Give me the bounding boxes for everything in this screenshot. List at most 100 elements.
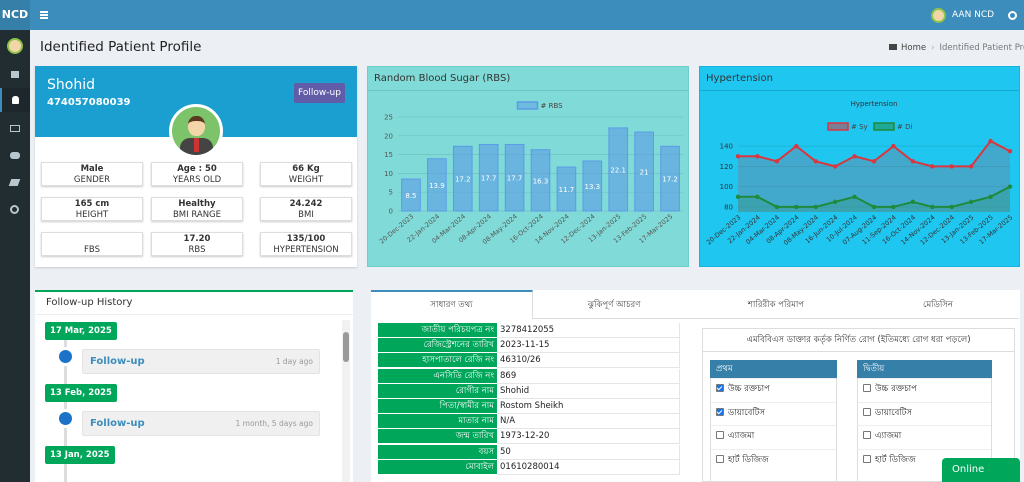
- legend-swatch: [873, 122, 895, 131]
- y-tick-label: 140: [720, 143, 733, 151]
- checkbox-label: হার্ট ডিজিজ: [875, 454, 916, 465]
- checkbox[interactable]: [716, 431, 724, 439]
- timeline-item: Follow-up 1 month, 5 days ago: [82, 411, 320, 436]
- page-title: Identified Patient Profile: [40, 39, 202, 55]
- data-point: [794, 143, 799, 149]
- stat-label: BMI: [298, 210, 314, 220]
- bar: [530, 149, 551, 212]
- menu-toggle[interactable]: [40, 11, 48, 19]
- bar: [427, 158, 447, 212]
- checkbox[interactable]: [863, 384, 871, 392]
- sidebar-icon[interactable]: [8, 179, 21, 186]
- bar: [478, 143, 499, 212]
- breadcrumb-link[interactable]: Home: [901, 43, 927, 53]
- y-tick-label: 5: [389, 189, 393, 197]
- stat-box: 165 cm HEIGHT: [41, 197, 143, 221]
- stat-label: YEARS OLD: [172, 175, 222, 185]
- sidebar-icon[interactable]: [10, 205, 19, 214]
- y-tick-label: 100: [720, 183, 733, 191]
- tab[interactable]: শারিরীক পরিমাপ: [695, 290, 857, 319]
- item-title[interactable]: Follow-up: [90, 418, 145, 429]
- stat-label: RBS: [188, 245, 206, 255]
- checkbox[interactable]: [863, 431, 871, 439]
- tab[interactable]: সাধারণ তথ্য: [371, 290, 533, 319]
- sidebar-icon[interactable]: [10, 152, 20, 159]
- checkbox-label: এ্যাজমা: [728, 431, 755, 441]
- item-row: [858, 448, 991, 450]
- follow-up-button[interactable]: Follow-up: [294, 83, 345, 103]
- y-tick-label: 15: [384, 151, 393, 159]
- profile-card: Shohid 474057080039 Follow-up Male GENDER…: [35, 66, 357, 267]
- info-label: জাতীয় পরিচয়পত্র নং: [378, 323, 497, 338]
- brand[interactable]: NCD: [0, 0, 30, 30]
- divider: [368, 90, 688, 91]
- data-point: [735, 154, 741, 159]
- checkbox[interactable]: [863, 407, 871, 416]
- settings-icon[interactable]: [1008, 11, 1017, 20]
- data-point: [774, 159, 780, 164]
- bar-value-label: 21: [640, 169, 649, 177]
- item-time: 1 month, 5 days ago: [235, 419, 313, 428]
- checkbox-label: এ্যাজমা: [875, 431, 902, 441]
- checkbox[interactable]: [716, 407, 724, 416]
- data-point: [910, 159, 916, 164]
- scrollbar[interactable]: [342, 320, 350, 482]
- legend-label: # Sy: [851, 123, 868, 131]
- sidebar-icon[interactable]: [10, 125, 20, 132]
- y-tick-label: 20: [384, 132, 393, 140]
- stat-box: 24.242 BMI: [260, 197, 352, 221]
- user-avatar[interactable]: [931, 8, 946, 23]
- data-point: [755, 154, 760, 159]
- info-value: 46310/26: [497, 353, 680, 369]
- tab[interactable]: মেডিসিন: [857, 290, 1019, 319]
- rbs-chart: # RBS051015202520-Dec-202322-Jan-202404-…: [378, 101, 683, 246]
- info-label: জন্ম তারিখ: [378, 429, 497, 445]
- item-row: [711, 378, 836, 379]
- data-point: [832, 199, 838, 205]
- y-tick-label: 120: [720, 163, 733, 171]
- checkbox[interactable]: [863, 454, 871, 463]
- data-point: [988, 138, 993, 144]
- y-tick-label: 0: [389, 208, 393, 216]
- data-point: [1007, 184, 1013, 189]
- item-row: [858, 378, 991, 379]
- tab[interactable]: ঝুকিপূর্ণ আচরণ: [533, 290, 695, 319]
- data-point: [930, 204, 935, 210]
- legend-swatch: [827, 122, 849, 131]
- stat-value: 165 cm: [74, 199, 110, 209]
- data-point: [755, 194, 760, 199]
- checkbox-label: ডায়াবেটিস: [875, 407, 913, 418]
- data-point: [813, 204, 818, 210]
- checkbox-label: হার্ট ডিজিজ: [728, 454, 769, 465]
- online-chat[interactable]: Online: [942, 458, 1020, 482]
- info-value: 50: [497, 444, 680, 460]
- bar-value-label: 8.5: [405, 192, 416, 200]
- date-badge: 13 Jan, 2025: [45, 446, 115, 464]
- data-point: [968, 199, 974, 205]
- stat-spacer: [42, 234, 142, 245]
- info-label: মোবাইল: [378, 459, 497, 475]
- stat-label: HYPERTENSION: [273, 245, 339, 255]
- bar-value-label: 17.2: [455, 176, 471, 184]
- sidebar-active[interactable]: [0, 88, 30, 112]
- stat-box: Healthy BMI RANGE: [151, 197, 243, 221]
- item-row: [858, 401, 991, 403]
- stat-box: Male GENDER: [41, 162, 143, 186]
- series-area: [738, 141, 1010, 212]
- stat-value: 66 Kg: [292, 164, 320, 174]
- item-title[interactable]: Follow-up: [90, 356, 145, 367]
- data-point: [794, 204, 799, 210]
- checkbox[interactable]: [716, 384, 724, 392]
- navbar: NCD AAN NCD: [0, 0, 1024, 30]
- checkbox[interactable]: [716, 454, 724, 463]
- stat-box: 66 Kg WEIGHT: [260, 162, 352, 186]
- data-point: [871, 159, 877, 164]
- data-point: [891, 204, 896, 210]
- sidebar-icon[interactable]: [11, 71, 19, 78]
- checkbox-label: উচ্চ রক্তচাপ: [728, 384, 770, 394]
- bar-value-label: 17.2: [662, 176, 678, 184]
- user-name[interactable]: AAN NCD: [952, 10, 995, 20]
- data-point: [871, 204, 877, 210]
- bar: [660, 145, 680, 212]
